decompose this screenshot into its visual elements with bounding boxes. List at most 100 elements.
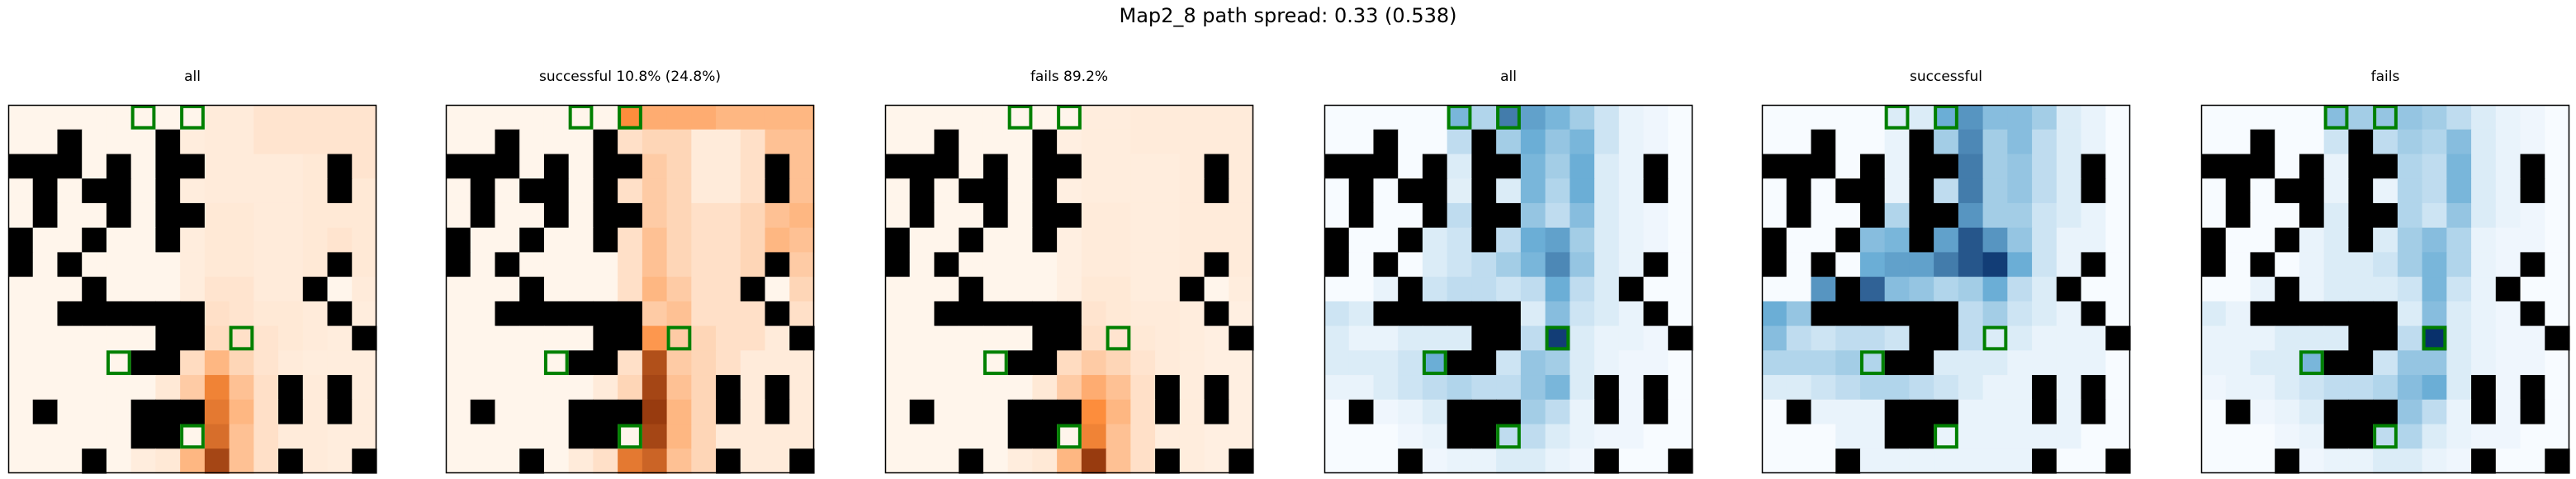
heat-cell — [2105, 424, 2131, 449]
obstacle-cell — [1934, 325, 1959, 351]
heat-cell — [1618, 154, 1645, 179]
heat-cell — [1106, 252, 1131, 277]
obstacle-cell — [155, 154, 181, 179]
obstacle-cell — [909, 154, 935, 179]
heat-cell — [1545, 154, 1570, 179]
heat-cell — [446, 105, 471, 130]
heat-cell — [959, 424, 984, 449]
heat-cell — [568, 277, 594, 302]
obstacle-cell — [1348, 154, 1375, 179]
heat-cell — [1179, 448, 1205, 474]
heat-cell — [1447, 252, 1472, 277]
heat-cell — [1032, 375, 1058, 401]
heat-cell — [1324, 277, 1350, 302]
heat-cell — [2275, 105, 2300, 130]
heat-cell — [352, 375, 377, 401]
heat-cell — [278, 325, 304, 351]
heat-cell — [1229, 202, 1254, 229]
heat-cell — [2495, 448, 2522, 474]
heat-cell — [1348, 325, 1375, 351]
obstacle-cell — [278, 399, 304, 425]
heat-cell — [229, 301, 254, 327]
obstacle-cell — [1835, 227, 1861, 253]
heat-cell — [1348, 448, 1375, 474]
heat-cell — [180, 227, 206, 253]
obstacle-cell — [1229, 325, 1254, 351]
obstacle-cell — [934, 154, 959, 179]
heat-cell — [1835, 325, 1861, 351]
heat-cell — [1179, 375, 1205, 401]
heat-cell — [2081, 129, 2106, 155]
heat-cell — [2348, 448, 2374, 474]
obstacle-cell — [959, 448, 984, 474]
heat-cell — [1762, 178, 1788, 204]
heat-cell — [302, 178, 329, 204]
heat-cell — [2446, 154, 2472, 179]
heat-cell — [2471, 178, 2497, 204]
heatmap-2 — [445, 104, 815, 474]
heat-cell — [666, 154, 692, 179]
heat-cell — [765, 448, 790, 474]
heat-cell — [1668, 301, 1693, 327]
heat-cell — [32, 105, 59, 130]
heat-cell — [1934, 375, 1959, 401]
heat-cell — [1618, 350, 1645, 376]
heat-cell — [1859, 424, 1886, 449]
heat-cell — [691, 424, 717, 449]
heat-cell — [2471, 350, 2497, 376]
heat-cell — [1324, 424, 1350, 449]
heat-cell — [519, 202, 545, 229]
heat-cell — [1204, 129, 1229, 155]
heat-cell — [2007, 129, 2033, 155]
heat-cell — [740, 399, 766, 425]
heat-cell — [1982, 424, 2008, 449]
heat-cell — [2446, 375, 2472, 401]
obstacle-cell — [934, 252, 959, 277]
obstacle-cell — [82, 227, 107, 253]
heat-cell — [2299, 424, 2325, 449]
heat-cell — [32, 424, 59, 449]
heat-cell — [1106, 448, 1131, 474]
obstacle-cell — [2250, 252, 2275, 277]
heat-cell — [32, 277, 59, 302]
heat-cell — [1229, 375, 1254, 401]
heat-cell — [959, 325, 984, 351]
heat-cell — [1130, 178, 1156, 204]
heat-cell — [2422, 448, 2447, 474]
heat-cell — [543, 350, 570, 376]
heat-cell — [57, 325, 83, 351]
heat-cell — [253, 424, 279, 449]
heat-cell — [470, 252, 496, 277]
heat-cell — [666, 424, 692, 449]
heat-cell — [1762, 375, 1788, 401]
heat-cell — [983, 129, 1009, 155]
heat-cell — [1520, 178, 1546, 204]
heat-cell — [1106, 424, 1131, 449]
heat-cell — [642, 227, 668, 253]
heat-cell — [519, 129, 545, 155]
heat-cell — [106, 375, 132, 401]
waypoint-marker — [180, 424, 205, 449]
heat-cell — [1081, 301, 1107, 327]
obstacle-cell — [765, 252, 790, 277]
heat-cell — [446, 325, 471, 351]
waypoint-marker — [1884, 105, 1910, 130]
heat-cell — [666, 448, 692, 474]
heat-cell — [1229, 154, 1254, 179]
obstacle-cell — [519, 227, 545, 253]
heat-cell — [2520, 202, 2545, 229]
obstacle-cell — [2520, 301, 2545, 327]
heat-cell — [1618, 129, 1645, 155]
figure-suptitle: Map2_8 path spread: 0.33 (0.538) — [1119, 4, 1457, 27]
heat-cell — [1229, 277, 1254, 302]
heat-cell — [1447, 178, 1472, 204]
heat-cell — [593, 448, 618, 474]
heat-cell — [470, 227, 496, 253]
heat-cell — [130, 325, 156, 351]
heat-cell — [1958, 178, 1984, 204]
heat-cell — [1618, 252, 1645, 277]
obstacle-cell — [1762, 154, 1788, 179]
heat-cell — [983, 350, 1009, 376]
heat-cell — [180, 448, 206, 474]
heat-cell — [789, 105, 815, 130]
